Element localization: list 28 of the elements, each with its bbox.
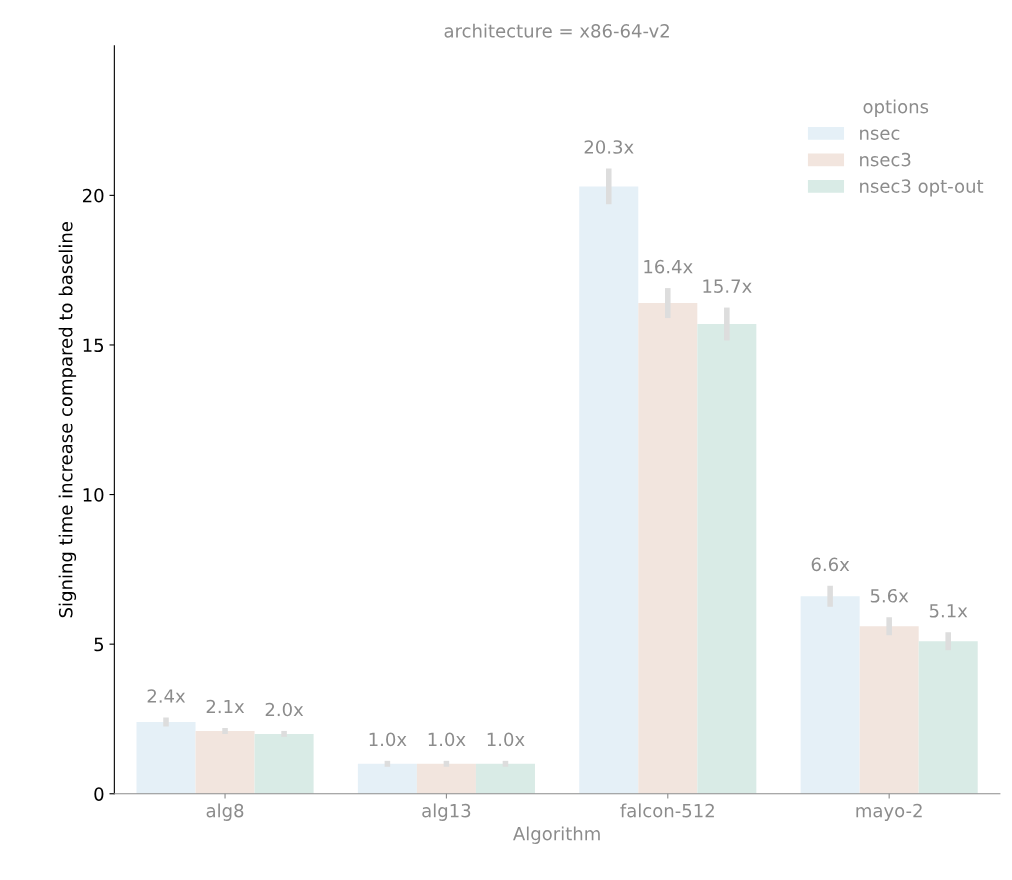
legend-title: options: [863, 99, 929, 117]
y-tick-label: 0: [94, 787, 104, 801]
data-label: 2.4x: [147, 689, 186, 703]
data-label: 5.6x: [870, 588, 909, 603]
chart-title: architecture = x86-64-v2: [444, 23, 669, 38]
x-axis-title: Algorithm: [513, 826, 600, 844]
data-label: 1.0x: [369, 732, 407, 747]
data-label: 1.0x: [428, 732, 466, 747]
y-tick-label: 15: [83, 338, 104, 353]
data-label: 2.0x: [265, 702, 304, 717]
y-tick-label: 20: [82, 188, 104, 203]
data-label: 5.1x: [929, 604, 968, 618]
data-label: 2.1x: [206, 699, 245, 714]
x-tick-label: alg13: [422, 803, 471, 821]
x-tick-label: mayo-2: [856, 803, 922, 821]
x-tick-label: falcon-512: [620, 803, 714, 818]
data-label: 16.4x: [644, 259, 693, 274]
y-tick-label: 10: [83, 488, 104, 502]
data-label: 15.7x: [703, 279, 752, 293]
legend-label: nsec3 opt-out: [860, 179, 984, 197]
legend-label: nsec3: [860, 152, 911, 167]
data-label: 20.3x: [584, 140, 634, 154]
x-tick-label: alg8: [206, 803, 244, 821]
y-tick-label: 5: [94, 637, 104, 652]
data-label: 6.6x: [811, 557, 850, 572]
data-label: 1.0x: [487, 732, 525, 747]
y-axis-title: Signing time increase compared to baseline: [58, 222, 77, 618]
legend-label: nsec: [860, 129, 900, 140]
